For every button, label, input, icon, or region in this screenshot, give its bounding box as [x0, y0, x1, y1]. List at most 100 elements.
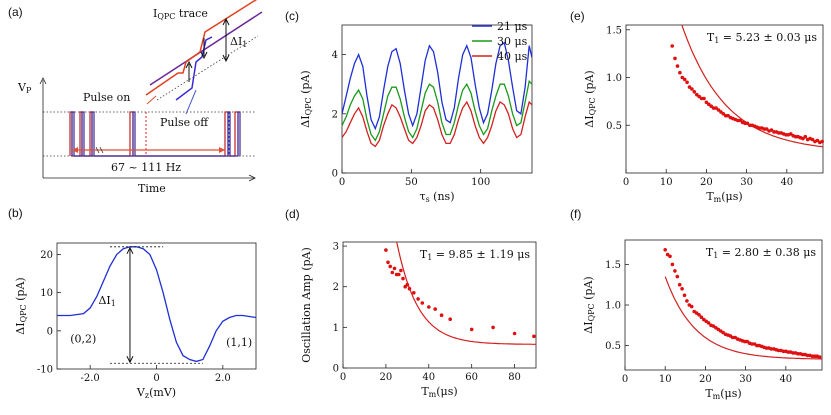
a-small-arrow-up-icon — [185, 60, 193, 69]
e-title: T1​ = 5.23 ± 0.03 μs — [707, 31, 817, 45]
e-data-point — [682, 77, 687, 82]
f-fit-line — [664, 276, 822, 360]
b-y-tick-label: 20 — [40, 250, 53, 261]
f-x-tick-label: 20 — [699, 374, 712, 385]
c-legend-label: 40 μs — [497, 50, 528, 63]
e-data-point — [803, 134, 808, 139]
c-series-line — [342, 100, 532, 148]
d-data-point — [491, 325, 495, 330]
e-ylabel: ΔIQPC​ (pA) — [583, 70, 597, 127]
d-x-tick-label: 40 — [422, 372, 435, 383]
panel-label-d: (d) — [285, 207, 300, 221]
c-xlabel: τs​ (ns) — [419, 190, 454, 204]
f-y-tick-label: 1.5 — [605, 260, 621, 271]
d-x-tick-label: 60 — [465, 372, 478, 383]
a-y-arrow-icon — [39, 77, 47, 85]
a-trace-baseline-lower — [156, 35, 259, 101]
d-ylabel: Oscillation Amp (pA) — [300, 247, 313, 363]
c-y-tick-label: 4 — [332, 50, 338, 61]
d-y-tick-label: 3 — [333, 242, 339, 253]
a-x-arrow-icon — [248, 174, 256, 182]
e-data-point — [764, 127, 769, 131]
e-data-point — [675, 64, 680, 68]
a-ylabel: VP — [17, 81, 32, 95]
e-data-point — [820, 139, 824, 144]
d-data-point — [469, 327, 474, 332]
e-data-point — [670, 44, 674, 48]
c-legend-label: 30 μs — [497, 35, 528, 48]
f-data-point — [769, 347, 774, 351]
e-y-tick-label: 1.0 — [606, 73, 622, 84]
b-x-tick-label: 0 — [153, 373, 159, 384]
f-data-point — [675, 274, 680, 279]
e-data-point — [697, 94, 701, 99]
f-data-point — [682, 293, 687, 298]
c-y-tick-label: 2 — [332, 109, 338, 120]
a-xlabel: Time — [138, 182, 166, 195]
d-data-point — [388, 264, 393, 269]
c-x-tick-label: 100 — [471, 177, 490, 188]
b-y-tick-label: -10 — [37, 365, 53, 376]
b-y-tick-label: 10 — [40, 288, 53, 299]
chart-c: 0 50 100 0 2 4 τs​ (ns) ΔIQPC​ (pA) 21 μs 30 μs 40… — [299, 20, 533, 204]
e-data-point — [769, 128, 774, 132]
d-data-point — [532, 334, 536, 339]
e-data-point — [690, 87, 694, 91]
chart-f: 0 10 20 30 40 0.5 1.0 1.5 Tm​(μs) ΔIQPC​ (pA) T1​ … — [582, 239, 823, 401]
e-data-point — [745, 121, 750, 126]
c-series-line — [342, 41, 532, 131]
e-plot-frame — [625, 24, 824, 174]
f-x-tick-label: 30 — [739, 374, 752, 385]
f-data-point — [689, 304, 694, 309]
f-plot-frame — [624, 239, 823, 371]
a-small-arrow-down-icon — [200, 51, 208, 60]
f-data-point — [677, 282, 682, 287]
d-data-point — [420, 301, 425, 305]
d-data-point — [401, 276, 405, 281]
e-data-point — [815, 138, 820, 143]
e-y-tick-label: 0.5 — [606, 121, 622, 132]
d-plot-frame — [342, 241, 537, 369]
d-data-point — [399, 268, 403, 273]
a-pointer-on — [146, 95, 157, 105]
a-delta-arrow-down-icon — [222, 54, 230, 63]
f-x-tick-label: 10 — [659, 374, 672, 385]
a-trace-line-upper — [149, 11, 263, 86]
a-break-mark — [95, 146, 100, 154]
d-x-tick-label: 0 — [340, 372, 346, 383]
d-data-point — [405, 282, 410, 287]
e-data-point — [716, 108, 721, 112]
b-y-tick-label: 0 — [47, 326, 53, 337]
d-data-point — [412, 291, 416, 295]
a-pulse-off-label: Pulse off — [160, 116, 209, 129]
a-pulse-train-blue — [71, 111, 241, 157]
e-data-point — [709, 104, 713, 108]
e-data-point — [673, 56, 677, 61]
d-data-point — [392, 266, 397, 271]
e-data-point — [810, 137, 815, 142]
e-data-point — [714, 106, 718, 110]
d-data-point — [397, 272, 401, 277]
a-trace-title: IQPC trace — [153, 7, 208, 21]
e-data-point — [692, 90, 697, 94]
c-ylabel: ΔIQPC​ (pA) — [299, 70, 313, 127]
e-data-point — [685, 80, 689, 85]
f-data-point — [730, 335, 735, 340]
a-pointer-off — [185, 89, 197, 115]
e-data-point — [721, 112, 726, 116]
f-ylabel: ΔIQPC​ (pA) — [582, 276, 596, 333]
a-delta-label: ΔI1 — [230, 35, 247, 49]
c-legend-label: 21 μs — [497, 20, 528, 33]
a-period-arrow-left-icon — [72, 147, 78, 153]
f-data-point — [663, 248, 667, 252]
c-series-line — [342, 79, 532, 142]
f-data-point — [685, 299, 689, 303]
b-series-line — [57, 246, 256, 363]
d-y-tick-label: 1 — [333, 323, 339, 334]
f-y-tick-label: 0.5 — [605, 341, 621, 352]
e-data-point — [738, 118, 742, 123]
d-data-point — [384, 248, 388, 252]
chart-b: -2.0 0 2.0 -10 0 10 20 Vz​(mV) ΔIQPC​ (pA) ΔI1​ (0… — [14, 242, 257, 400]
d-data-point — [439, 313, 444, 318]
